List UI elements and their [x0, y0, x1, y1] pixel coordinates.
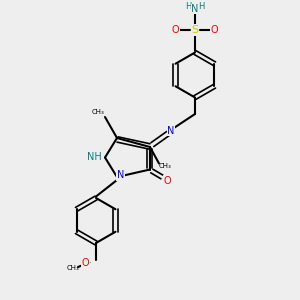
Text: CH₃: CH₃ [91, 110, 104, 116]
Text: CH₃: CH₃ [159, 164, 171, 169]
Text: O: O [163, 176, 171, 186]
Text: CH₃: CH₃ [66, 266, 79, 272]
Text: O: O [82, 257, 89, 268]
Text: S: S [191, 25, 199, 35]
Text: H: H [198, 2, 205, 10]
Text: N: N [191, 4, 199, 14]
Text: NH: NH [87, 152, 102, 163]
Text: N: N [167, 125, 175, 136]
Text: O: O [211, 25, 218, 35]
Text: N: N [117, 170, 124, 181]
Text: H: H [185, 2, 192, 10]
Text: O: O [172, 25, 179, 35]
